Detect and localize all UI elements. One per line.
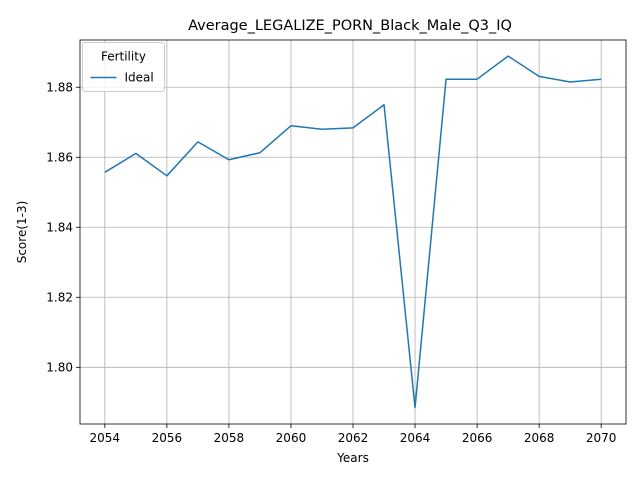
x-tick-label: 2062 xyxy=(338,431,369,445)
y-tick-label: 1.88 xyxy=(46,80,73,94)
x-tick-label: 2070 xyxy=(586,431,617,445)
x-tick-label: 2054 xyxy=(90,431,121,445)
plot-frame xyxy=(79,39,627,425)
y-tick-label: 1.84 xyxy=(46,220,73,234)
y-tick-label: 1.80 xyxy=(46,360,73,374)
legend-entry: Ideal xyxy=(125,71,154,85)
x-tick-label: 2058 xyxy=(214,431,245,445)
chart-title: Average_LEGALIZE_PORN_Black_Male_Q3_IQ xyxy=(188,18,512,34)
x-axis-label: Years xyxy=(336,451,369,465)
x-tick-label: 2064 xyxy=(400,431,431,445)
legend-box xyxy=(82,42,165,92)
x-tick-label: 2066 xyxy=(462,431,493,445)
y-tick-label: 1.86 xyxy=(46,150,73,164)
y-tick-label: 1.82 xyxy=(46,290,73,304)
series-line xyxy=(104,55,602,409)
axis-ticks: 2054 2056 2058 2060 2062 2064 2066 2068 2070 1.80… xyxy=(46,80,616,445)
x-tick-label: 2056 xyxy=(152,431,183,445)
legend: Fertility Ideal xyxy=(82,42,165,92)
x-tick-label: 2060 xyxy=(276,431,307,445)
y-axis-label: Score(1-3) xyxy=(15,201,29,264)
grid xyxy=(80,40,626,424)
x-tick-label: 2068 xyxy=(524,431,555,445)
legend-title: Fertility xyxy=(101,50,146,64)
series-layer xyxy=(104,55,602,409)
